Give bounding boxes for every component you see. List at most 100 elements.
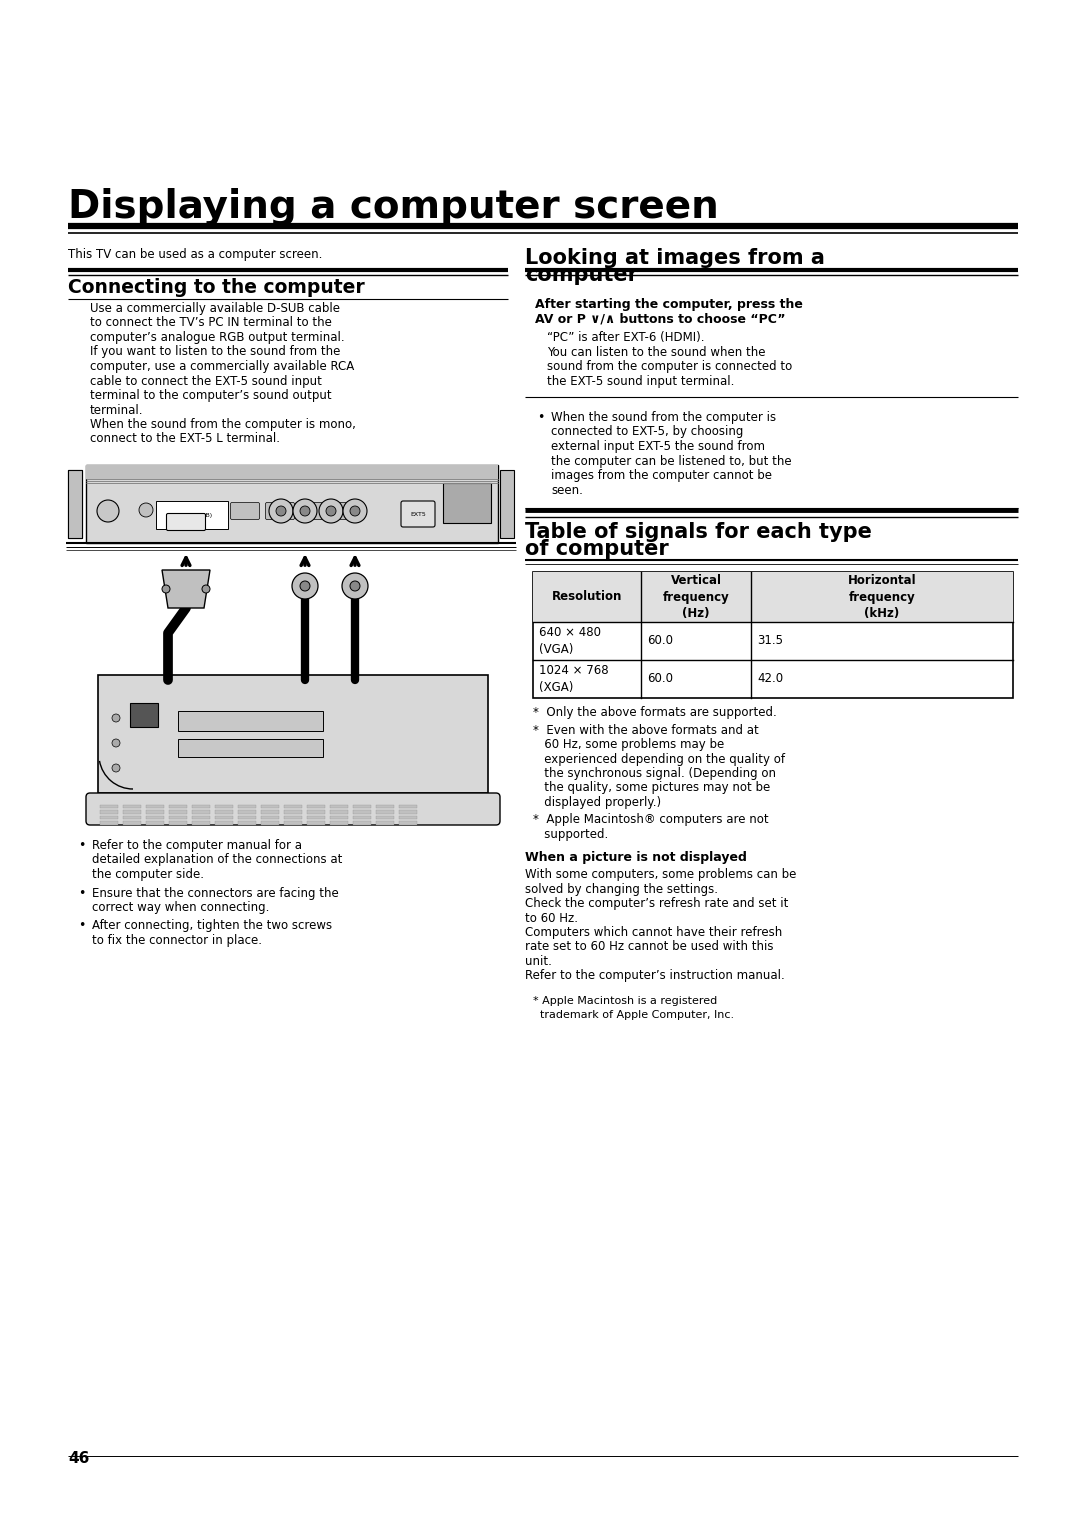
Bar [500, 471, 514, 538]
Text: After connecting, tighten the two screws: After connecting, tighten the two screws [92, 920, 333, 932]
Text: the synchronous signal. (Depending on: the synchronous signal. (Depending on [534, 767, 777, 779]
Text: rate set to 60 Hz cannot be used with this: rate set to 60 Hz cannot be used with th… [525, 941, 773, 953]
Circle shape [292, 573, 318, 599]
Text: to 60 Hz.: to 60 Hz. [525, 912, 578, 924]
Text: displayed properly.): displayed properly.) [534, 796, 661, 808]
Bar [146, 821, 164, 825]
Bar [146, 816, 164, 819]
Text: •: • [537, 411, 544, 423]
Bar [238, 810, 256, 813]
Text: 60.0: 60.0 [647, 634, 673, 648]
Circle shape [300, 506, 310, 516]
Circle shape [276, 506, 286, 516]
Circle shape [112, 714, 120, 723]
Bar [261, 805, 279, 808]
FancyBboxPatch shape [166, 513, 205, 530]
Bar [86, 465, 498, 478]
Text: Refer to the computer manual for a: Refer to the computer manual for a [92, 839, 302, 853]
Bar [130, 703, 158, 727]
Text: 31.5: 31.5 [757, 634, 783, 648]
Bar [156, 501, 228, 529]
Text: You can listen to the sound when the: You can listen to the sound when the [546, 345, 766, 359]
Bar [168, 810, 187, 813]
Text: This TV can be used as a computer screen.: This TV can be used as a computer screen… [68, 248, 322, 261]
Circle shape [184, 503, 198, 516]
Text: connected to EXT-5, by choosing: connected to EXT-5, by choosing [551, 425, 743, 439]
Text: “PC” is after EXT-6 (HDMI).: “PC” is after EXT-6 (HDMI). [546, 332, 704, 344]
Bar [168, 821, 187, 825]
Text: Table of signals for each type: Table of signals for each type [525, 523, 872, 542]
Bar [192, 821, 210, 825]
FancyBboxPatch shape [86, 793, 500, 825]
Text: Vertical
frequency
(Hz): Vertical frequency (Hz) [663, 575, 729, 619]
Bar [353, 805, 372, 808]
Bar [261, 816, 279, 819]
Text: When a picture is not displayed: When a picture is not displayed [525, 851, 747, 865]
Circle shape [112, 740, 120, 747]
Bar [399, 810, 417, 813]
Bar [86, 465, 498, 542]
FancyBboxPatch shape [401, 501, 435, 527]
Circle shape [269, 500, 293, 523]
Text: Looking at images from a: Looking at images from a [525, 248, 825, 267]
Bar [307, 821, 325, 825]
Text: sound from the computer is connected to: sound from the computer is connected to [546, 361, 793, 373]
Bar [68, 471, 82, 538]
Text: PC IN(D-SUB): PC IN(D-SUB) [172, 512, 213, 518]
FancyBboxPatch shape [296, 503, 324, 520]
Text: With some computers, some problems can be: With some computers, some problems can b… [525, 868, 796, 882]
Bar [238, 821, 256, 825]
Bar [146, 805, 164, 808]
Circle shape [342, 573, 368, 599]
Text: Horizontal
frequency
(kHz): Horizontal frequency (kHz) [848, 575, 916, 619]
Bar [307, 810, 325, 813]
Text: *  Apple Macintosh® computers are not: * Apple Macintosh® computers are not [534, 813, 769, 827]
Circle shape [293, 500, 318, 523]
Text: 640 × 480
(VGA): 640 × 480 (VGA) [539, 626, 600, 656]
FancyBboxPatch shape [266, 503, 295, 520]
Text: computer: computer [525, 264, 638, 286]
Bar [168, 805, 187, 808]
Bar [376, 805, 394, 808]
Bar [100, 805, 118, 808]
Bar [123, 816, 141, 819]
Circle shape [139, 503, 153, 516]
Text: 46: 46 [68, 1452, 90, 1465]
Text: connect to the EXT-5 L terminal.: connect to the EXT-5 L terminal. [90, 432, 280, 446]
Bar [284, 821, 302, 825]
Bar [307, 816, 325, 819]
Text: to fix the connector in place.: to fix the connector in place. [92, 934, 262, 947]
Bar [330, 810, 348, 813]
Bar [178, 740, 323, 756]
Bar [238, 805, 256, 808]
Bar [353, 821, 372, 825]
Text: solved by changing the settings.: solved by changing the settings. [525, 883, 718, 895]
Text: the computer can be listened to, but the: the computer can be listened to, but the [551, 454, 792, 468]
Text: •: • [78, 839, 85, 853]
Bar [307, 805, 325, 808]
Bar [192, 816, 210, 819]
Text: * Apple Macintosh is a registered: * Apple Macintosh is a registered [534, 996, 717, 1005]
Text: the EXT-5 sound input terminal.: the EXT-5 sound input terminal. [546, 374, 734, 388]
Text: images from the computer cannot be: images from the computer cannot be [551, 469, 772, 481]
Text: Resolution: Resolution [552, 590, 622, 604]
Text: computer, use a commercially available RCA: computer, use a commercially available R… [90, 361, 354, 373]
Bar [215, 821, 233, 825]
Circle shape [112, 764, 120, 772]
Bar [443, 483, 491, 523]
Bar [399, 821, 417, 825]
Circle shape [162, 585, 170, 593]
Text: the quality, some pictures may not be: the quality, some pictures may not be [534, 781, 770, 795]
Text: of computer: of computer [525, 539, 669, 559]
Text: Refer to the computer’s instruction manual.: Refer to the computer’s instruction manu… [525, 969, 785, 983]
Circle shape [350, 506, 360, 516]
Bar [376, 816, 394, 819]
Bar [68, 471, 82, 538]
Bar [534, 571, 1013, 622]
Bar [353, 810, 372, 813]
Text: trademark of Apple Computer, Inc.: trademark of Apple Computer, Inc. [534, 1010, 734, 1021]
Bar [215, 810, 233, 813]
Circle shape [350, 581, 360, 591]
Bar [123, 810, 141, 813]
Bar [376, 810, 394, 813]
